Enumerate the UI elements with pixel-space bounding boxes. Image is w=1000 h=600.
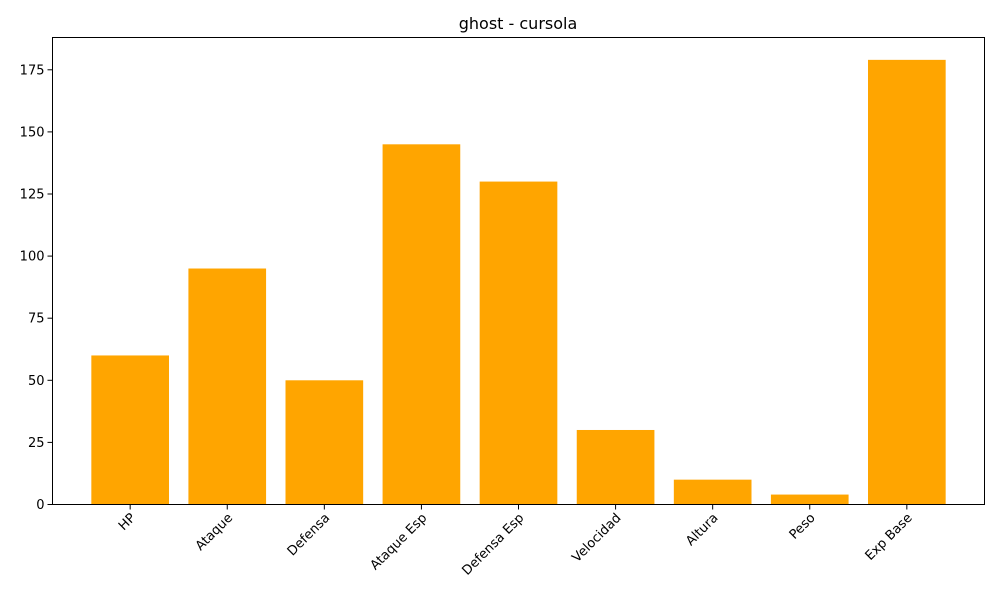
x-tick-label: Defensa Esp — [459, 511, 527, 579]
x-tick-label: Exp Base — [863, 511, 916, 564]
bars-group — [91, 59, 946, 505]
bar-hp — [91, 355, 169, 505]
bar-defensa-esp — [479, 181, 558, 505]
x-tick-label: HP — [116, 511, 139, 534]
x-tick-label: Velocidad — [569, 511, 624, 566]
chart-title: ghost - cursola — [459, 14, 578, 33]
x-tick-label: Ataque Esp — [368, 511, 431, 574]
bar-ataque-esp — [382, 144, 461, 505]
y-tick-label: 175 — [20, 63, 45, 78]
x-tick-label: Peso — [787, 511, 819, 543]
bar-defensa — [285, 380, 364, 505]
bar-velocidad — [576, 429, 655, 505]
bar-ataque — [188, 268, 267, 505]
y-tick-label: 25 — [28, 436, 45, 451]
y-tick-label: 125 — [20, 187, 45, 202]
x-tick-label: Defensa — [285, 511, 333, 559]
bar-exp-base — [868, 59, 946, 505]
bar-peso — [770, 494, 849, 505]
x-axis: HP Ataque Defensa Ataque Esp Defensa Esp Velo… — [116, 504, 916, 579]
y-tick-label: 100 — [20, 250, 45, 265]
y-tick-label: 150 — [20, 125, 45, 140]
plot-frame — [52, 37, 985, 505]
y-tick-label: 75 — [28, 312, 45, 327]
x-tick-label: Ataque — [193, 511, 236, 554]
x-tick-label: Altura — [683, 511, 721, 549]
y-tick-label: 0 — [36, 498, 44, 513]
bar-altura — [673, 479, 752, 505]
y-axis: 0 25 50 75 100 125 150 175 — [20, 63, 53, 513]
y-tick-label: 50 — [28, 374, 45, 389]
